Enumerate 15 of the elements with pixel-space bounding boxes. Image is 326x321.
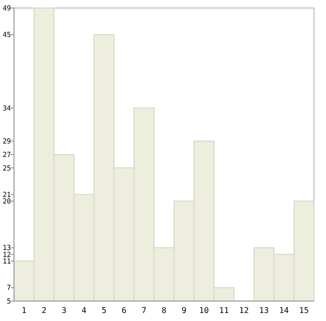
x-tick-label: 1 <box>22 306 27 315</box>
x-tick-label: 5 <box>102 306 107 315</box>
x-tick-label: 12 <box>239 306 249 315</box>
x-tick-label: 13 <box>259 306 269 315</box>
x-tick-label: 2 <box>42 306 47 315</box>
x-tick-label: 11 <box>219 306 229 315</box>
x-tick-label: 14 <box>279 306 289 315</box>
x-tick-label: 3 <box>62 306 67 315</box>
x-tick-label: 7 <box>142 306 147 315</box>
x-tick-label: 9 <box>182 306 187 315</box>
x-tick-label: 15 <box>299 306 309 315</box>
x-tick-label: 6 <box>122 306 127 315</box>
x-tick-label: 4 <box>82 306 87 315</box>
x-tick-label: 10 <box>199 306 209 315</box>
x-tick-label: 8 <box>162 306 167 315</box>
